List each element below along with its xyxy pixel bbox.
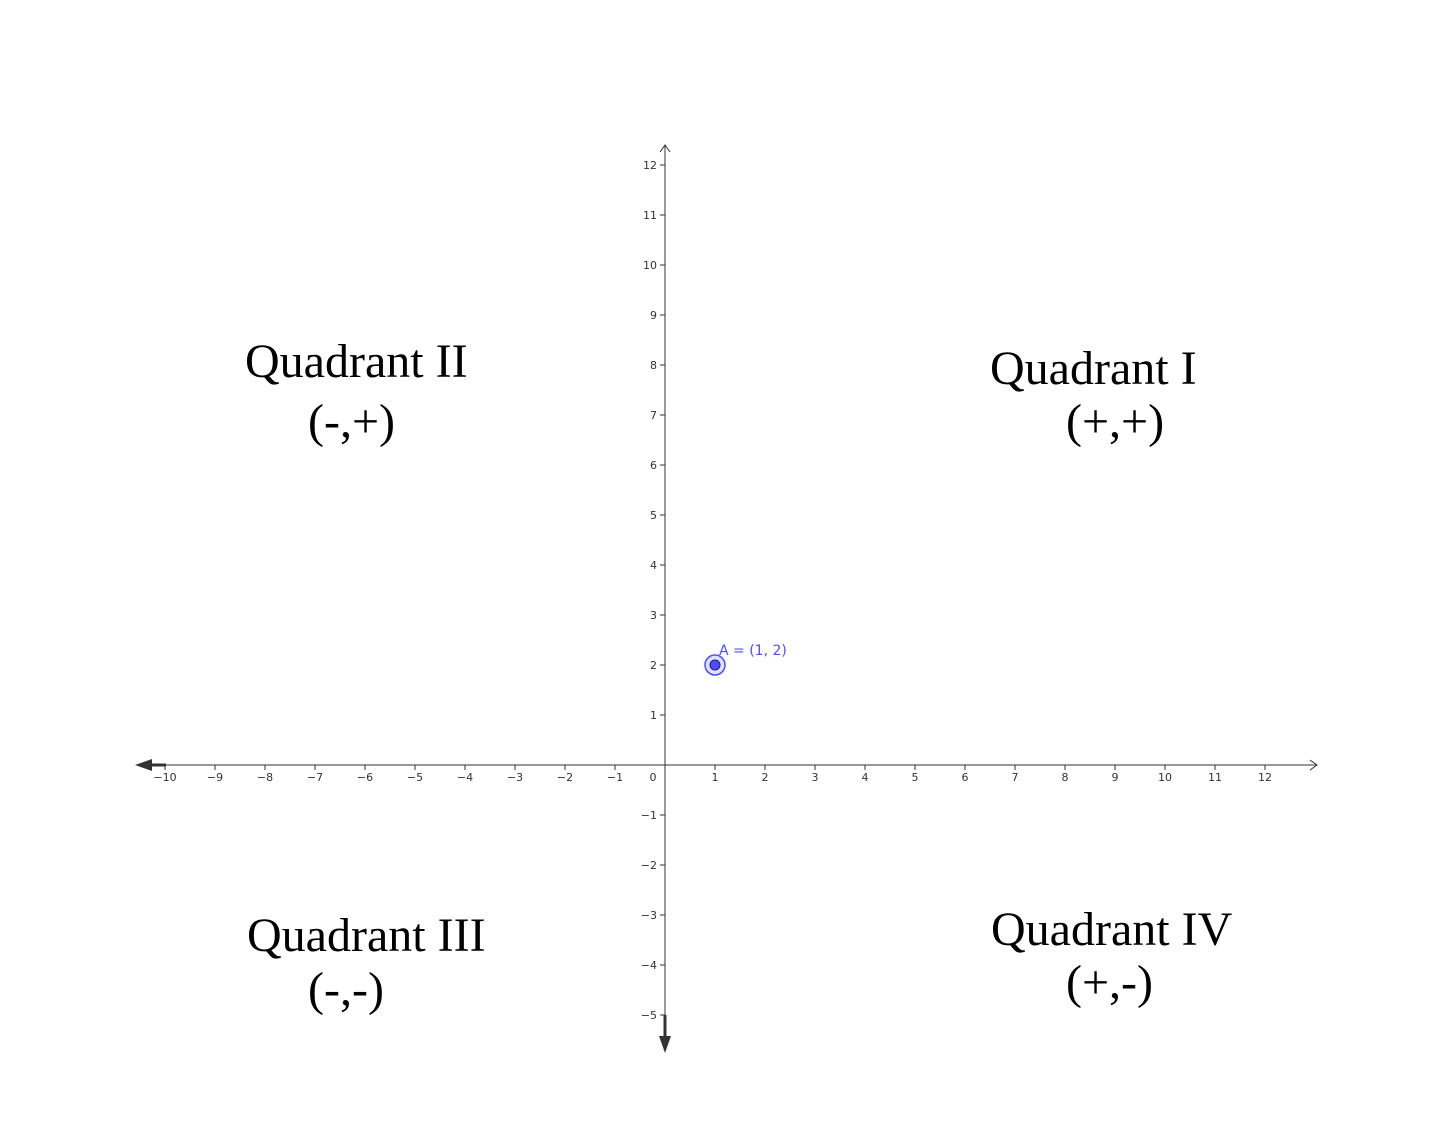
x-tick-label: 9 bbox=[1112, 771, 1119, 784]
x-tick-label: 1 bbox=[712, 771, 719, 784]
x-tick-label: −6 bbox=[357, 771, 373, 784]
y-tick-label: 3 bbox=[650, 609, 657, 622]
x-axis-arrow-left-icon bbox=[135, 759, 152, 771]
x-tick-label: −5 bbox=[407, 771, 423, 784]
quadrant-iv-signs: (+,-) bbox=[1066, 956, 1153, 1009]
quadrant-ii-title: Quadrant II bbox=[245, 335, 468, 388]
y-tick-label: −4 bbox=[641, 959, 657, 972]
y-tick-label: 8 bbox=[650, 359, 657, 372]
quadrant-ii-signs: (-,+) bbox=[308, 395, 395, 448]
x-tick-label: 3 bbox=[812, 771, 819, 784]
x-tick-label: 10 bbox=[1158, 771, 1172, 784]
quadrant-iii-title: Quadrant III bbox=[247, 909, 486, 962]
y-tick-label: −3 bbox=[641, 909, 657, 922]
x-tick-label: −8 bbox=[257, 771, 273, 784]
y-tick-label: 5 bbox=[650, 509, 657, 522]
x-tick-label: 2 bbox=[762, 771, 769, 784]
x-tick-label: −1 bbox=[607, 771, 623, 784]
quadrant-i: Quadrant I (+,+) bbox=[990, 342, 1197, 448]
y-tick-label: 11 bbox=[643, 209, 657, 222]
y-axis-arrow-up-icon bbox=[659, 144, 671, 153]
x-tick-label: −2 bbox=[557, 771, 573, 784]
quadrant-i-title: Quadrant I bbox=[990, 342, 1197, 395]
x-tick-label: 12 bbox=[1258, 771, 1272, 784]
y-tick-label: 7 bbox=[650, 409, 657, 422]
quadrant-iii: Quadrant III (-,-) bbox=[247, 909, 486, 1016]
y-tick-label: 1 bbox=[650, 709, 657, 722]
y-tick-label: 4 bbox=[650, 559, 657, 572]
x-tick-label: 5 bbox=[912, 771, 919, 784]
x-tick-label: 4 bbox=[862, 771, 869, 784]
x-ticks: −10 −9 −8 −7 −6 −5 −4 −3 −2 −1 1 2 3 4 5 6 7 8 9 10 11 12 bbox=[153, 765, 1272, 784]
y-tick-label: 9 bbox=[650, 309, 657, 322]
point-a[interactable]: A = (1, 2) bbox=[704, 643, 787, 676]
point-a-marker[interactable] bbox=[709, 659, 721, 671]
y-axis-arrow-down-icon bbox=[659, 1036, 671, 1053]
x-tick-label: −7 bbox=[307, 771, 323, 784]
x-tick-label: −9 bbox=[207, 771, 223, 784]
x-tick-label: 8 bbox=[1062, 771, 1069, 784]
y-tick-label: 12 bbox=[643, 159, 657, 172]
x-tick-label: 7 bbox=[1012, 771, 1019, 784]
x-tick-label: −4 bbox=[457, 771, 473, 784]
point-a-label: A = (1, 2) bbox=[719, 643, 787, 659]
x-tick-label: −10 bbox=[153, 771, 176, 784]
quadrant-iii-signs: (-,-) bbox=[308, 963, 384, 1016]
y-tick-label: −1 bbox=[641, 809, 657, 822]
x-tick-label: −3 bbox=[507, 771, 523, 784]
x-tick-label: 11 bbox=[1208, 771, 1222, 784]
quadrant-ii: Quadrant II (-,+) bbox=[245, 335, 468, 448]
axes bbox=[135, 144, 1318, 1053]
quadrant-i-signs: (+,+) bbox=[1066, 395, 1164, 448]
quadrant-iv: Quadrant IV (+,-) bbox=[991, 903, 1233, 1009]
y-tick-label: −2 bbox=[641, 859, 657, 872]
y-tick-label: 6 bbox=[650, 459, 657, 472]
origin-label: 0 bbox=[650, 771, 657, 784]
y-tick-label: 10 bbox=[643, 259, 657, 272]
quadrant-iv-title: Quadrant IV bbox=[991, 903, 1233, 956]
y-tick-label: 2 bbox=[650, 659, 657, 672]
x-axis-arrow-right-icon bbox=[1309, 759, 1318, 771]
x-tick-label: 6 bbox=[962, 771, 969, 784]
y-tick-label: −5 bbox=[641, 1009, 657, 1022]
